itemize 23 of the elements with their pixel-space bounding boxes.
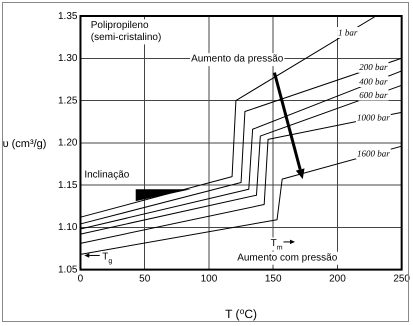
- series-label: 200 bar: [359, 62, 388, 72]
- series-label: 1 bar: [338, 27, 358, 38]
- x-tick-label: 200: [329, 273, 346, 284]
- annotation: Inclinação: [84, 169, 130, 180]
- y-tick-label: 1.35: [58, 10, 78, 22]
- annotation: Aumento da pressão: [191, 54, 284, 65]
- annotation: Polipropileno (semi-cristalino): [90, 20, 162, 43]
- x-tick-label: 150: [264, 273, 282, 284]
- y-tick-label: 1.25: [58, 95, 78, 106]
- annotation: Aumento com pressão: [237, 252, 338, 264]
- series-label: 400 bar: [359, 76, 388, 86]
- series-label: 1000 bar: [357, 112, 390, 122]
- x-tick-label: 50: [139, 273, 151, 284]
- series-label: 600 bar: [359, 90, 388, 100]
- x-tick-label: 100: [200, 273, 218, 284]
- y-tick-label: 1.30: [58, 53, 78, 64]
- x-tick-label: 0: [78, 273, 84, 284]
- y-axis-title: υ (cm³/g): [2, 138, 46, 150]
- y-tick-label: 1.20: [58, 138, 78, 149]
- y-tick-label: 1.10: [58, 222, 78, 234]
- y-tick-label: 1.05: [58, 264, 78, 276]
- y-tick-label: 1.15: [58, 180, 78, 191]
- series-label: 1600 bar: [357, 148, 390, 158]
